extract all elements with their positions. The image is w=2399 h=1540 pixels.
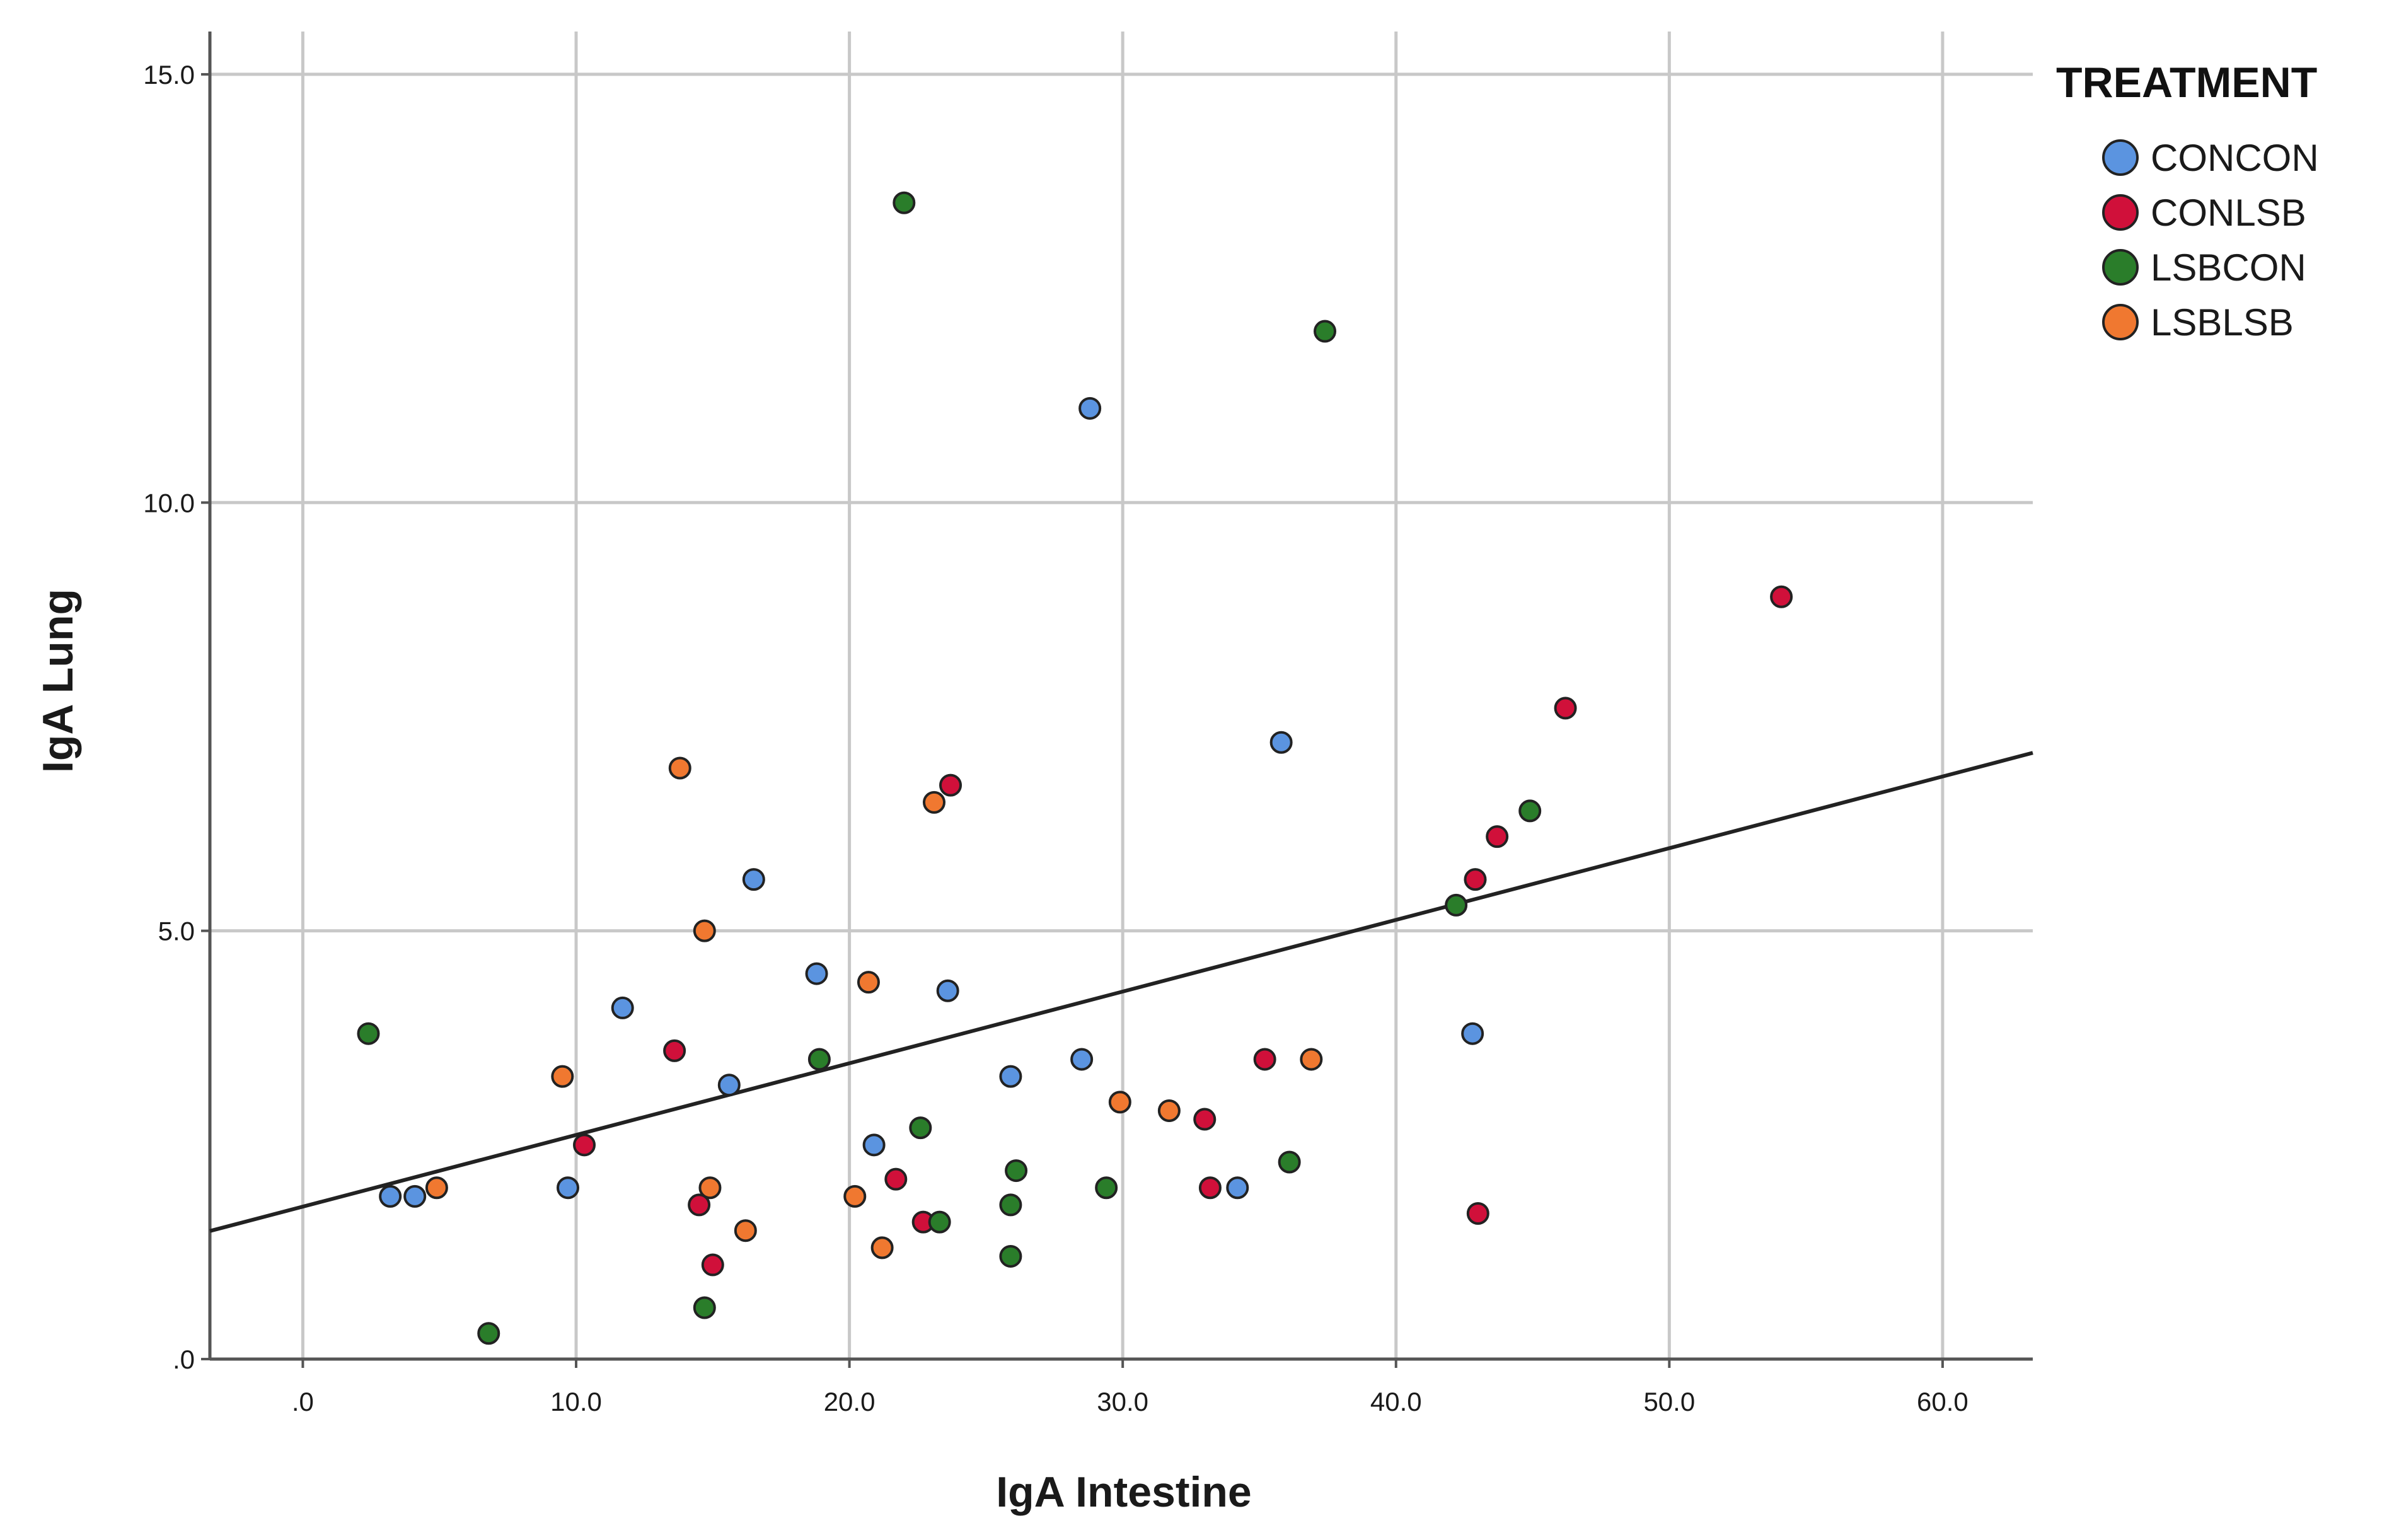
legend: TREATMENT CONCON CONLSB LSBCON LSBLSB bbox=[2056, 59, 2319, 344]
data-point-concon bbox=[556, 1176, 579, 1200]
data-point-conlsb bbox=[701, 1253, 724, 1277]
data-point-concon bbox=[999, 1065, 1022, 1088]
data-point-conlsb bbox=[663, 1039, 686, 1062]
data-point-conlsb bbox=[1554, 697, 1577, 720]
legend-marker-conlsb bbox=[2102, 194, 2139, 231]
data-point-lsbcon bbox=[1445, 893, 1468, 917]
legend-marker-lsbcon bbox=[2102, 249, 2139, 286]
grid-lines-horizontal bbox=[210, 72, 2033, 933]
data-point-lsbcon bbox=[909, 1116, 932, 1140]
data-point-lsbcon bbox=[893, 191, 916, 214]
data-point-lsbcon bbox=[1518, 799, 1542, 823]
legend-title: TREATMENT bbox=[2056, 59, 2317, 107]
data-point-lsblsb bbox=[693, 919, 716, 942]
data-point-lsbcon bbox=[1278, 1150, 1301, 1174]
data-point-lsblsb bbox=[1108, 1091, 1131, 1114]
y-axis-title: IgA Lung bbox=[34, 589, 82, 773]
legend-marker-concon bbox=[2102, 139, 2139, 176]
data-point-lsbcon bbox=[477, 1322, 500, 1345]
legend-label-lsbcon: LSBCON bbox=[2151, 246, 2306, 289]
data-point-concon bbox=[403, 1184, 427, 1208]
data-point-conlsb bbox=[573, 1133, 596, 1157]
data-point-lsblsb bbox=[698, 1176, 722, 1200]
legend-marker-lsblsb bbox=[2102, 304, 2139, 340]
data-point-lsblsb bbox=[551, 1065, 574, 1088]
data-point-concon bbox=[717, 1074, 741, 1097]
data-point-conlsb bbox=[1770, 585, 1793, 608]
fit-line-group bbox=[209, 751, 2033, 1233]
data-point-lsbcon bbox=[999, 1193, 1022, 1217]
data-point-concon bbox=[1226, 1176, 1249, 1200]
data-point-lsbcon bbox=[807, 1048, 831, 1071]
x-tick-label: 20.0 bbox=[824, 1387, 876, 1416]
data-point-concon bbox=[1269, 731, 1293, 754]
data-point-concon bbox=[1461, 1022, 1484, 1045]
data-point-conlsb bbox=[1198, 1176, 1222, 1200]
axes bbox=[208, 32, 2033, 1361]
data-point-lsbcon bbox=[1314, 320, 1337, 343]
data-point-lsbcon bbox=[1095, 1176, 1118, 1200]
data-point-lsblsb bbox=[425, 1176, 448, 1200]
fit-line bbox=[209, 751, 2033, 1233]
data-point-lsblsb bbox=[668, 756, 691, 780]
data-point-lsblsb bbox=[843, 1184, 867, 1208]
y-tick-label: 10.0 bbox=[143, 488, 195, 518]
data-point-conlsb bbox=[1253, 1048, 1276, 1071]
x-tick-label: 30.0 bbox=[1097, 1387, 1148, 1416]
x-tick-label: 50.0 bbox=[1643, 1387, 1695, 1416]
data-point-lsbcon bbox=[928, 1210, 951, 1234]
data-point-lsblsb bbox=[1157, 1099, 1181, 1122]
legend-label-concon: CONCON bbox=[2151, 137, 2319, 179]
x-tick-label: 40.0 bbox=[1370, 1387, 1422, 1416]
data-point-lsblsb bbox=[1300, 1048, 1323, 1071]
data-point-concon bbox=[936, 979, 959, 1002]
data-point-concon bbox=[862, 1133, 886, 1157]
data-point-concon bbox=[805, 962, 828, 985]
data-point-conlsb bbox=[1466, 1202, 1489, 1225]
data-point-conlsb bbox=[1193, 1108, 1217, 1131]
data-point-lsbcon bbox=[357, 1022, 380, 1045]
data-point-concon bbox=[1078, 397, 1102, 420]
x-tick-label: 10.0 bbox=[550, 1387, 602, 1416]
x-axis-ticks: .0 10.0 20.0 30.0 40.0 50.0 60.0 bbox=[292, 1359, 1968, 1416]
data-point-lsblsb bbox=[870, 1236, 894, 1259]
data-point-concon bbox=[1070, 1048, 1094, 1071]
x-tick-label: 60.0 bbox=[1917, 1387, 1968, 1416]
grid-lines-vertical bbox=[301, 32, 1945, 1359]
y-axis-ticks: .0 5.0 10.0 15.0 bbox=[143, 60, 210, 1374]
y-tick-label: 15.0 bbox=[143, 60, 195, 90]
x-axis-title: IgA Intestine bbox=[996, 1468, 1252, 1516]
data-point-conlsb bbox=[884, 1167, 908, 1191]
y-tick-label: .0 bbox=[173, 1345, 195, 1374]
data-point-lsbcon bbox=[999, 1244, 1022, 1268]
y-tick-label: 5.0 bbox=[158, 917, 195, 946]
data-point-lsblsb bbox=[857, 971, 880, 994]
data-point-concon bbox=[611, 996, 634, 1019]
data-point-lsblsb bbox=[922, 790, 945, 814]
legend-label-conlsb: CONLSB bbox=[2151, 192, 2306, 234]
x-tick-label: .0 bbox=[292, 1387, 314, 1416]
data-point-conlsb bbox=[1464, 868, 1487, 891]
data-point-conlsb bbox=[688, 1193, 711, 1217]
legend-label-lsblsb: LSBLSB bbox=[2151, 301, 2294, 344]
data-point-lsbcon bbox=[1005, 1159, 1028, 1183]
data-point-conlsb bbox=[1486, 825, 1509, 848]
data-point-concon bbox=[742, 868, 765, 891]
data-point-lsblsb bbox=[734, 1219, 757, 1242]
data-point-conlsb bbox=[939, 773, 962, 797]
data-points bbox=[357, 191, 1793, 1345]
data-point-lsbcon bbox=[693, 1296, 716, 1319]
data-point-concon bbox=[379, 1184, 402, 1208]
